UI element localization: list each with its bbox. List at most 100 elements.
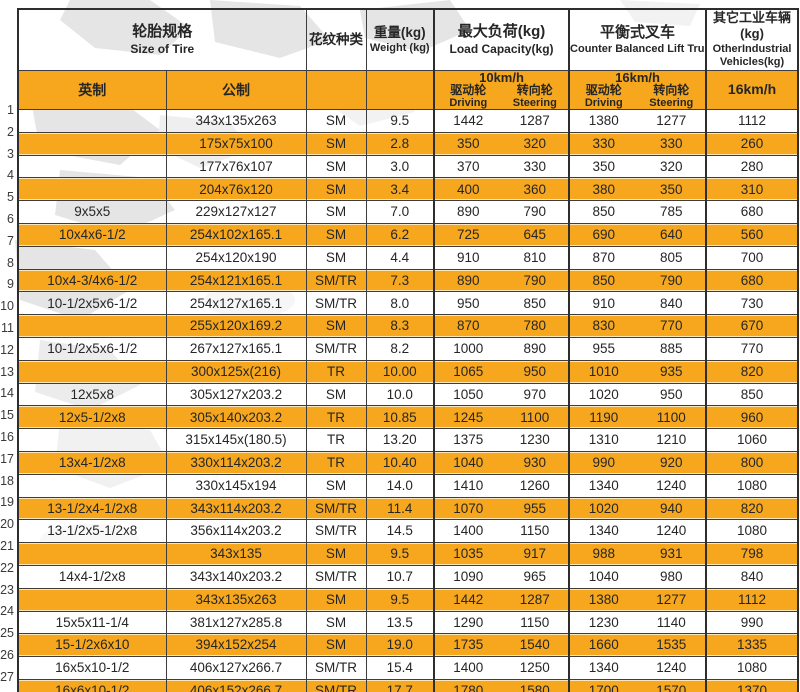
cell-cb-steering: 935: [660, 363, 683, 379]
cell-metric-size: 356x114x203.2: [165, 519, 307, 544]
table-row: 177x76x107 SM 3.0 370 330 350 320 280: [17, 154, 799, 179]
cell-metric-size: 315x145x(180.5): [165, 428, 307, 452]
cell-weight: 6.2: [365, 222, 435, 247]
cell-weight: 14.5: [365, 519, 435, 544]
cell-metric-size: 255x120x169.2: [165, 314, 307, 338]
cell-counter-balanced-16kmh: 380 350: [568, 177, 707, 202]
cell-metric-size: 177x76x107: [165, 154, 307, 179]
table-row: 10-1/2x5x6-1/2 267x127x165.1 SM/TR 8.2 1000 8…: [17, 336, 799, 361]
cell-imperial-size: [17, 177, 167, 202]
cell-imperial-size: 10-1/2x5x6-1/2: [17, 336, 167, 361]
cell-load-capacity-10kmh: 350 320: [433, 131, 570, 156]
cell-cb-driving: 955: [592, 341, 616, 357]
cell-imperial-size: [17, 245, 167, 270]
cell-counter-balanced-16kmh: 1700 1570: [568, 678, 707, 692]
cell-cb-driving: 1700: [588, 683, 619, 692]
header-size-of-tire: 轮胎规格 Size of Tire: [17, 8, 307, 71]
subheader-pattern-empty: [305, 70, 367, 110]
header-row-main: 轮胎规格 Size of Tire 花纹种类 重量(kg) Weight (kg…: [17, 8, 799, 71]
cell-weight: 10.85: [365, 405, 435, 430]
cell-load-capacity-10kmh: 1040 930: [433, 450, 570, 475]
header-weight: 重量(kg) Weight (kg): [365, 8, 435, 71]
cell-lc-driving: 1400: [453, 660, 484, 676]
cell-other-industrial: 1335: [705, 633, 799, 658]
cell-weight: 8.3: [365, 314, 435, 338]
table-row: 300x125x(216) TR 10.00 1065 950 1010 935 820: [17, 359, 799, 384]
cell-counter-balanced-16kmh: 350 320: [568, 154, 707, 179]
cell-load-capacity-10kmh: 1735 1540: [433, 633, 570, 658]
cell-counter-balanced-16kmh: 830 770: [568, 314, 707, 338]
cell-imperial-size: 13x4-1/2x8: [17, 450, 167, 475]
cell-lc-steering: 850: [523, 295, 547, 311]
cell-weight: 8.2: [365, 336, 435, 361]
cell-metric-size: 204x76x120: [165, 177, 307, 202]
cell-other-industrial: 680: [705, 200, 799, 224]
cell-pattern-type: SM: [305, 177, 367, 202]
cell-lc-driving: 1040: [453, 455, 484, 471]
row-number: 20: [0, 517, 14, 532]
cell-metric-size: 254x120x190: [165, 245, 307, 270]
cell-cb-steering: 1277: [656, 113, 687, 129]
subheader-driving-en: Driving: [449, 97, 488, 109]
cell-load-capacity-10kmh: 910 810: [433, 245, 570, 270]
row-number: 23: [0, 582, 14, 597]
cell-counter-balanced-16kmh: 988 931: [568, 542, 707, 566]
cell-weight: 11.4: [365, 496, 435, 521]
cell-lc-steering: 930: [523, 455, 547, 471]
row-number: 4: [7, 168, 14, 183]
cell-pattern-type: SM/TR: [305, 336, 367, 361]
cell-pattern-type: TR: [305, 450, 367, 475]
cell-lc-driving: 725: [457, 227, 480, 243]
subheader-16kmh-group: 16km/h 驱动轮 转向轮 Driving Steering: [568, 70, 707, 110]
cell-lc-steering: 1100: [520, 409, 550, 425]
cell-load-capacity-10kmh: 1442 1287: [433, 109, 570, 133]
cell-other-industrial: 560: [705, 222, 799, 247]
cell-counter-balanced-16kmh: 1340 1240: [568, 473, 707, 498]
cell-metric-size: 254x102x165.1: [165, 222, 307, 247]
cell-cb-driving: 380: [592, 181, 616, 197]
cell-metric-size: 343x135x263: [165, 109, 307, 133]
cell-metric-size: 229x127x127: [165, 200, 307, 224]
cell-other-industrial: 680: [705, 268, 799, 293]
cell-metric-size: 305x140x203.2: [165, 405, 307, 430]
cell-pattern-type: TR: [305, 359, 367, 384]
cell-other-industrial: 700: [705, 245, 799, 270]
row-number: 22: [0, 560, 14, 575]
cell-lc-steering: 917: [523, 546, 547, 562]
cell-other-industrial: 1080: [705, 473, 799, 498]
cell-lc-driving: 1070: [453, 500, 484, 516]
cell-other-industrial: 730: [705, 291, 799, 316]
cell-metric-size: 343x135x263: [165, 587, 307, 612]
header-size-en: Size of Tire: [130, 41, 195, 56]
subheader-10kmh-group: 10km/h 驱动轮 转向轮 Driving Steering: [433, 70, 570, 110]
cell-cb-driving: 1340: [588, 660, 619, 676]
cell-lc-steering: 1287: [519, 591, 550, 607]
cell-weight: 15.4: [365, 656, 435, 680]
cell-lc-steering: 320: [523, 135, 547, 151]
cell-lc-steering: 330: [523, 158, 547, 174]
cell-load-capacity-10kmh: 1375 1230: [433, 428, 570, 452]
cell-cb-driving: 1020: [588, 386, 619, 402]
cell-imperial-size: 16x5x10-1/2: [17, 656, 167, 680]
row-number: 15: [0, 408, 14, 423]
cell-metric-size: 300x125x(216): [165, 359, 307, 384]
table-row: 13-1/2x5-1/2x8 356x114x203.2 SM/TR 14.5 1400…: [17, 519, 799, 544]
cell-lc-driving: 1050: [453, 386, 484, 402]
cell-counter-balanced-16kmh: 1020 940: [568, 496, 707, 521]
header-size-zh: 轮胎规格: [132, 23, 193, 41]
table-row: 175x75x100 SM 2.8 350 320 330 330 260: [17, 131, 799, 156]
row-number: 18: [0, 473, 14, 488]
cell-metric-size: 381x127x285.8: [165, 610, 307, 635]
cell-imperial-size: [17, 428, 167, 452]
header-counter-balanced-zh: 平衡式叉车: [600, 23, 676, 41]
header-other-zh: 其它工业车辆(kg): [713, 10, 792, 42]
table-row: 343x135 SM 9.5 1035 917 988 931 798: [17, 542, 799, 566]
row-number: 1: [7, 103, 14, 117]
cell-load-capacity-10kmh: 1000 890: [433, 336, 570, 361]
table-row: 10x4-3/4x6-1/2 254x121x165.1 SM/TR 7.3 890 79…: [17, 268, 799, 293]
cell-lc-driving: 1735: [453, 637, 484, 653]
cell-lc-driving: 1065: [453, 363, 484, 379]
subheader-driving-en-2: Driving: [584, 97, 623, 109]
cell-imperial-size: [17, 359, 167, 384]
